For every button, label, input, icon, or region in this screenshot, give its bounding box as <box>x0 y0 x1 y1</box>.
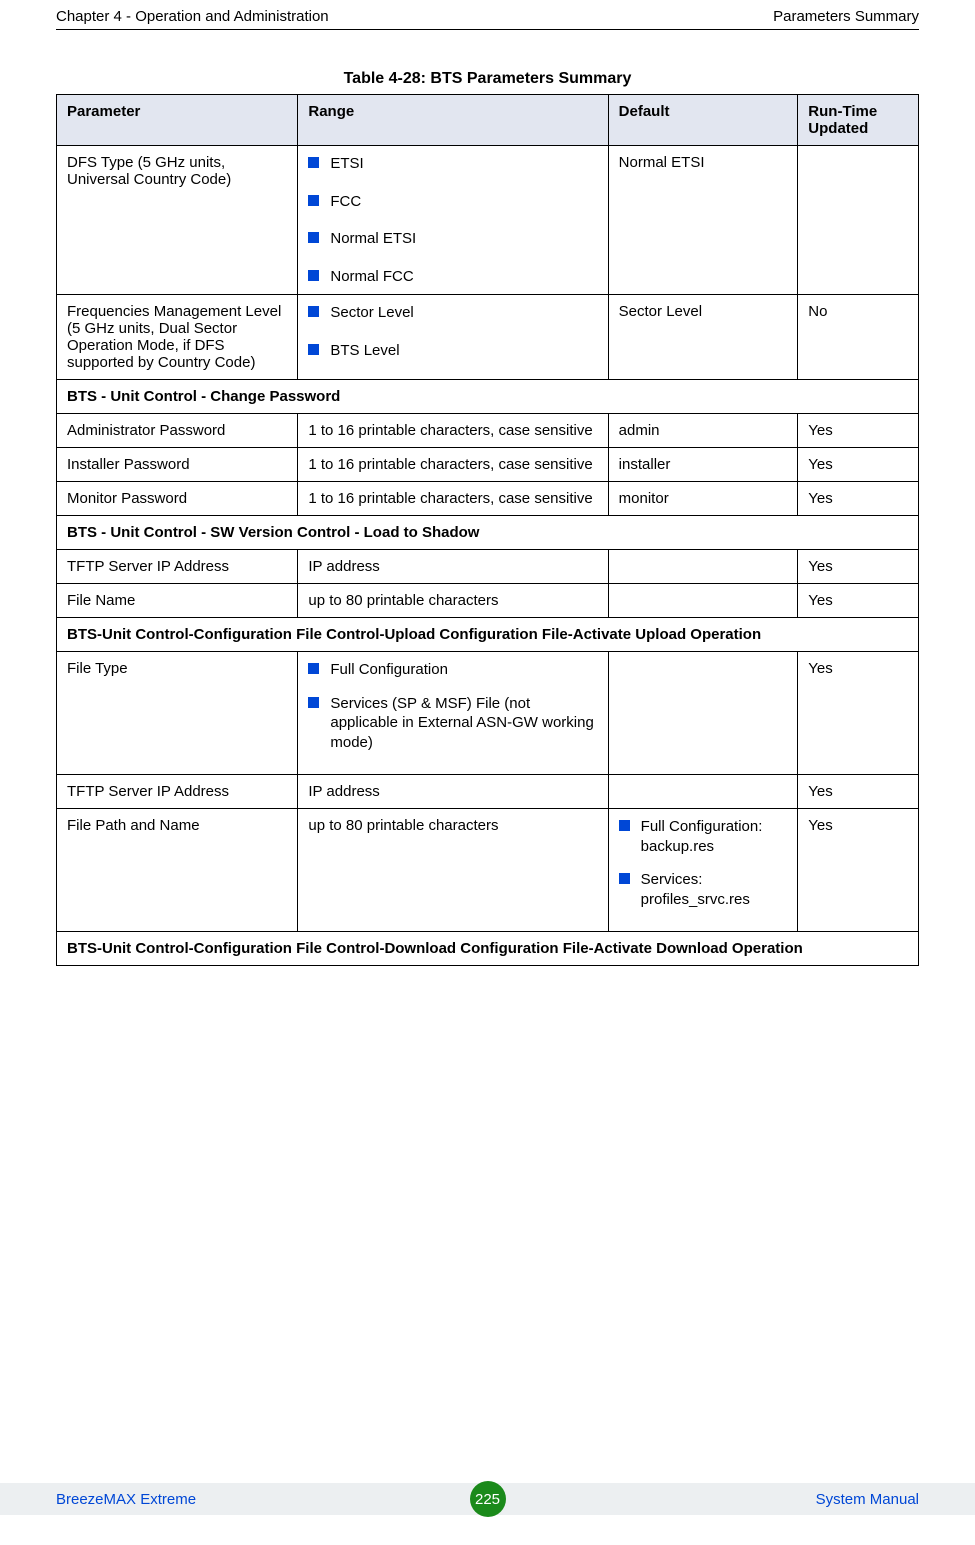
col-range: Range <box>298 95 608 146</box>
cell-param: DFS Type (5 GHz units, Universal Country… <box>57 146 298 295</box>
cell-param: TFTP Server IP Address <box>57 775 298 809</box>
cell-runtime: Yes <box>798 448 919 482</box>
table-row: File Name up to 80 printable characters … <box>57 584 919 618</box>
cell-runtime: Yes <box>798 414 919 448</box>
cell-range: 1 to 16 printable characters, case sensi… <box>298 414 608 448</box>
cell-default: installer <box>608 448 798 482</box>
table-row: File Type Full Configuration Services (S… <box>57 652 919 775</box>
table-row: Monitor Password 1 to 16 printable chara… <box>57 482 919 516</box>
cell-param: Frequencies Management Level (5 GHz unit… <box>57 295 298 380</box>
range-list: Sector Level BTS Level <box>308 303 597 360</box>
table-row: TFTP Server IP Address IP address Yes <box>57 775 919 809</box>
cell-param: File Type <box>57 652 298 775</box>
page-footer: BreezeMAX Extreme 225 System Manual <box>0 1483 975 1515</box>
cell-range: IP address <box>298 775 608 809</box>
list-item: Normal FCC <box>308 267 597 287</box>
section-row: BTS-Unit Control-Configuration File Cont… <box>57 618 919 652</box>
list-item: Normal ETSI <box>308 229 597 249</box>
cell-param: TFTP Server IP Address <box>57 550 298 584</box>
cell-default: Full Configuration: backup.res Services:… <box>608 809 798 932</box>
table-header-row: Parameter Range Default Run-Time Updated <box>57 95 919 146</box>
table-row: DFS Type (5 GHz units, Universal Country… <box>57 146 919 295</box>
cell-param: Monitor Password <box>57 482 298 516</box>
table-row: Administrator Password 1 to 16 printable… <box>57 414 919 448</box>
cell-runtime: Yes <box>798 550 919 584</box>
cell-param: File Path and Name <box>57 809 298 932</box>
range-list: ETSI FCC Normal ETSI Normal FCC <box>308 154 597 286</box>
cell-range: IP address <box>298 550 608 584</box>
page-number-badge: 225 <box>470 1481 506 1517</box>
col-parameter: Parameter <box>57 95 298 146</box>
cell-range: up to 80 printable characters <box>298 809 608 932</box>
cell-param: File Name <box>57 584 298 618</box>
table-row: Frequencies Management Level (5 GHz unit… <box>57 295 919 380</box>
section-row: BTS - Unit Control - SW Version Control … <box>57 516 919 550</box>
list-item: Services: profiles_srvc.res <box>619 870 788 909</box>
header-right: Parameters Summary <box>773 8 919 25</box>
list-item: ETSI <box>308 154 597 174</box>
cell-runtime: Yes <box>798 584 919 618</box>
cell-default <box>608 584 798 618</box>
cell-default: Normal ETSI <box>608 146 798 295</box>
cell-runtime: Yes <box>798 809 919 932</box>
col-default: Default <box>608 95 798 146</box>
cell-range: Sector Level BTS Level <box>298 295 608 380</box>
section-row: BTS - Unit Control - Change Password <box>57 380 919 414</box>
cell-range: 1 to 16 printable characters, case sensi… <box>298 482 608 516</box>
section-title: BTS-Unit Control-Configuration File Cont… <box>57 932 919 966</box>
list-item: Sector Level <box>308 303 597 323</box>
footer-left: BreezeMAX Extreme <box>56 1491 196 1508</box>
cell-range: ETSI FCC Normal ETSI Normal FCC <box>298 146 608 295</box>
list-item: Full Configuration: backup.res <box>619 817 788 856</box>
cell-runtime: Yes <box>798 652 919 775</box>
parameters-table: Parameter Range Default Run-Time Updated… <box>56 94 919 966</box>
list-item: BTS Level <box>308 341 597 361</box>
list-item: FCC <box>308 192 597 212</box>
col-runtime: Run-Time Updated <box>798 95 919 146</box>
cell-param: Administrator Password <box>57 414 298 448</box>
cell-param: Installer Password <box>57 448 298 482</box>
list-item: Services (SP & MSF) File (not applicable… <box>308 694 597 753</box>
page-header: Chapter 4 - Operation and Administration… <box>0 0 975 29</box>
cell-default: admin <box>608 414 798 448</box>
table-row: Installer Password 1 to 16 printable cha… <box>57 448 919 482</box>
cell-default: Sector Level <box>608 295 798 380</box>
range-list: Full Configuration Services (SP & MSF) F… <box>308 660 597 752</box>
section-title: BTS - Unit Control - Change Password <box>57 380 919 414</box>
cell-runtime: No <box>798 295 919 380</box>
cell-runtime: Yes <box>798 482 919 516</box>
table-row: File Path and Name up to 80 printable ch… <box>57 809 919 932</box>
section-row: BTS-Unit Control-Configuration File Cont… <box>57 932 919 966</box>
cell-runtime <box>798 146 919 295</box>
cell-default: monitor <box>608 482 798 516</box>
cell-default <box>608 550 798 584</box>
cell-default <box>608 652 798 775</box>
cell-runtime: Yes <box>798 775 919 809</box>
cell-range: Full Configuration Services (SP & MSF) F… <box>298 652 608 775</box>
header-separator <box>56 29 919 30</box>
cell-range: 1 to 16 printable characters, case sensi… <box>298 448 608 482</box>
content: Table 4-28: BTS Parameters Summary Param… <box>0 70 975 966</box>
section-title: BTS-Unit Control-Configuration File Cont… <box>57 618 919 652</box>
table-row: TFTP Server IP Address IP address Yes <box>57 550 919 584</box>
section-title: BTS - Unit Control - SW Version Control … <box>57 516 919 550</box>
footer-right: System Manual <box>816 1491 919 1508</box>
default-list: Full Configuration: backup.res Services:… <box>619 817 788 909</box>
cell-range: up to 80 printable characters <box>298 584 608 618</box>
cell-default <box>608 775 798 809</box>
list-item: Full Configuration <box>308 660 597 680</box>
table-title: Table 4-28: BTS Parameters Summary <box>56 70 919 88</box>
header-left: Chapter 4 - Operation and Administration <box>56 8 329 25</box>
